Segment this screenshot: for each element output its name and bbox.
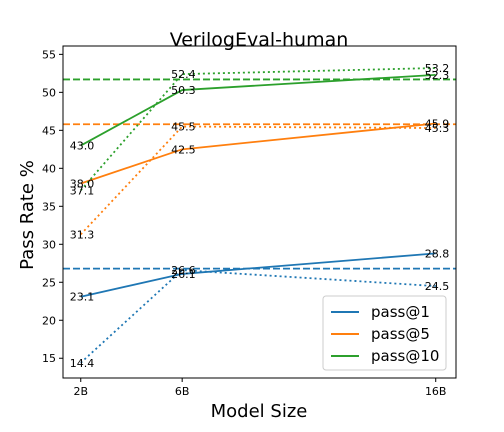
data-label: 45.3 bbox=[425, 122, 450, 135]
legend-label: pass@5 bbox=[371, 325, 430, 343]
data-label: 38.0 bbox=[70, 178, 95, 191]
x-tick-label: 2B bbox=[73, 385, 88, 398]
x-tick-label: 6B bbox=[175, 385, 190, 398]
data-label: 52.3 bbox=[425, 69, 450, 82]
y-tick-label: 50 bbox=[42, 86, 56, 99]
data-label: 14.4 bbox=[70, 357, 95, 370]
data-label: 26.6 bbox=[171, 264, 196, 277]
data-label: 24.5 bbox=[425, 280, 450, 293]
series-line bbox=[80, 122, 436, 185]
data-label: 23.1 bbox=[70, 291, 95, 304]
legend: pass@1 pass@5 pass@10 bbox=[322, 295, 447, 371]
series-line bbox=[80, 125, 436, 236]
series-line bbox=[80, 73, 436, 147]
y-axis-label: Pass Rate % bbox=[17, 160, 38, 270]
data-label: 26.1 bbox=[171, 268, 196, 281]
chart-title: VerilogEval-human bbox=[170, 29, 349, 51]
y-tick-label: 55 bbox=[42, 48, 56, 61]
y-tick-label: 20 bbox=[42, 314, 56, 327]
data-label: 52.4 bbox=[171, 68, 196, 81]
legend-label: pass@10 bbox=[371, 347, 439, 365]
y-tick-label: 45 bbox=[42, 124, 56, 137]
legend-label: pass@1 bbox=[371, 303, 430, 321]
y-tick-label: 35 bbox=[42, 200, 56, 213]
y-tick-label: 40 bbox=[42, 162, 56, 175]
data-label: 45.9 bbox=[425, 117, 450, 130]
data-label: 42.5 bbox=[171, 143, 196, 156]
data-label: 43.0 bbox=[70, 140, 95, 153]
y-tick-label: 15 bbox=[42, 352, 56, 365]
data-label: 31.3 bbox=[70, 228, 95, 241]
series-line bbox=[80, 67, 436, 191]
y-tick-label: 30 bbox=[42, 238, 56, 251]
data-label: 45.5 bbox=[171, 121, 196, 134]
data-label: 53.2 bbox=[425, 62, 450, 75]
x-axis-label: Model Size bbox=[211, 401, 308, 422]
data-label: 28.8 bbox=[425, 247, 450, 260]
data-label: 37.1 bbox=[70, 184, 95, 197]
series-line bbox=[80, 269, 436, 364]
legend-box bbox=[322, 295, 447, 371]
y-tick-label: 25 bbox=[42, 276, 56, 289]
series-line bbox=[80, 252, 436, 298]
data-label: 50.3 bbox=[171, 84, 196, 97]
plot-frame bbox=[62, 45, 457, 379]
x-tick-label: 16B bbox=[425, 385, 447, 398]
